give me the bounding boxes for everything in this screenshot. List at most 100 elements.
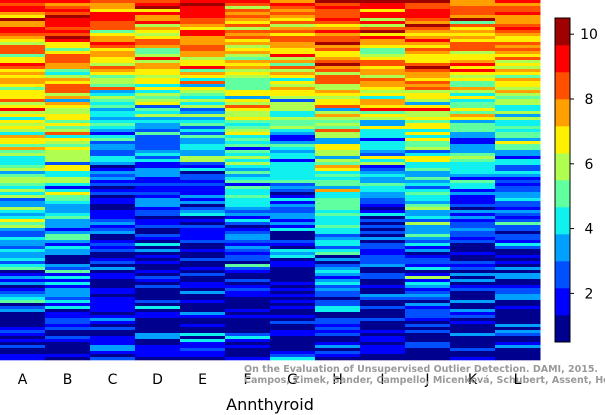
heatmap-cell bbox=[495, 297, 541, 301]
heatmap-cell bbox=[90, 12, 136, 16]
heatmap-cell bbox=[495, 174, 541, 178]
heatmap-cell bbox=[225, 78, 271, 82]
heatmap-cell bbox=[180, 276, 226, 280]
heatmap-cell bbox=[0, 261, 46, 265]
heatmap-cell bbox=[405, 150, 451, 154]
heatmap-cell bbox=[180, 342, 226, 346]
heatmap-cell bbox=[90, 117, 136, 121]
heatmap-cell bbox=[315, 12, 361, 16]
heatmap-cell bbox=[225, 339, 271, 343]
heatmap-cell bbox=[0, 354, 46, 358]
heatmap-cell bbox=[45, 168, 91, 172]
heatmap-cell bbox=[0, 132, 46, 136]
heatmap-cell bbox=[405, 306, 451, 310]
heatmap-cell bbox=[405, 0, 451, 4]
heatmap-cell bbox=[315, 246, 361, 250]
heatmap-cell bbox=[450, 21, 496, 25]
heatmap-cell bbox=[495, 357, 541, 361]
heatmap-cell bbox=[225, 225, 271, 229]
heatmap-cell bbox=[180, 156, 226, 160]
x-tick-label-I: I bbox=[380, 372, 384, 388]
heatmap-cell bbox=[405, 72, 451, 76]
heatmap-cell bbox=[405, 90, 451, 94]
heatmap-cell bbox=[45, 267, 91, 271]
heatmap-cell bbox=[90, 150, 136, 154]
heatmap-cell bbox=[225, 327, 271, 331]
heatmap-cell bbox=[495, 258, 541, 262]
heatmap-cell bbox=[180, 252, 226, 256]
heatmap-cell bbox=[90, 330, 136, 334]
heatmap-cell bbox=[45, 30, 91, 34]
heatmap-cell bbox=[450, 57, 496, 61]
heatmap-cell bbox=[135, 60, 181, 64]
heatmap-cell bbox=[0, 93, 46, 97]
colorbar-tick-label: 6 bbox=[585, 157, 594, 173]
heatmap-cell bbox=[45, 195, 91, 199]
heatmap-cell bbox=[225, 273, 271, 277]
heatmap-cell bbox=[315, 84, 361, 88]
heatmap-cell bbox=[450, 246, 496, 250]
heatmap-cell bbox=[450, 288, 496, 292]
heatmap-cell bbox=[405, 93, 451, 97]
heatmap-cell bbox=[405, 255, 451, 259]
heatmap-cell bbox=[225, 231, 271, 235]
heatmap-cell bbox=[495, 147, 541, 151]
heatmap-cell bbox=[225, 72, 271, 76]
heatmap-cell bbox=[405, 309, 451, 313]
heatmap-cell bbox=[90, 9, 136, 13]
heatmap-cell bbox=[90, 123, 136, 127]
heatmap-cell bbox=[180, 81, 226, 85]
heatmap-cell bbox=[0, 267, 46, 271]
heatmap-cell bbox=[0, 300, 46, 304]
heatmap-cell bbox=[495, 129, 541, 133]
heatmap-cell bbox=[270, 51, 316, 55]
heatmap-cell bbox=[90, 156, 136, 160]
heatmap-cell bbox=[315, 147, 361, 151]
heatmap-cell bbox=[270, 213, 316, 217]
heatmap-cell bbox=[180, 54, 226, 58]
heatmap-cell bbox=[360, 87, 406, 91]
heatmap-cell bbox=[0, 288, 46, 292]
heatmap-column-I bbox=[360, 0, 406, 361]
heatmap-cell bbox=[360, 249, 406, 253]
heatmap-cell bbox=[450, 15, 496, 19]
heatmap-cell bbox=[405, 102, 451, 106]
heatmap-cell bbox=[450, 273, 496, 277]
heatmap-cell bbox=[225, 132, 271, 136]
heatmap-cell bbox=[135, 114, 181, 118]
heatmap-cell bbox=[405, 135, 451, 139]
heatmap-cell bbox=[135, 348, 181, 352]
heatmap-column-C bbox=[90, 0, 136, 361]
heatmap-cell bbox=[270, 189, 316, 193]
heatmap-cell bbox=[90, 252, 136, 256]
heatmap-cell bbox=[0, 141, 46, 145]
heatmap-cell bbox=[450, 147, 496, 151]
heatmap-cell bbox=[270, 336, 316, 340]
heatmap-cell bbox=[450, 66, 496, 70]
heatmap-cell bbox=[90, 237, 136, 241]
heatmap-cell bbox=[360, 159, 406, 163]
heatmap-cell bbox=[225, 81, 271, 85]
heatmap-cell bbox=[45, 111, 91, 115]
heatmap-cell bbox=[225, 57, 271, 61]
heatmap-cell bbox=[360, 60, 406, 64]
heatmap-cell bbox=[0, 48, 46, 52]
heatmap-cell bbox=[495, 285, 541, 289]
heatmap-cell bbox=[0, 60, 46, 64]
heatmap-cell bbox=[180, 234, 226, 238]
heatmap-cell bbox=[135, 213, 181, 217]
heatmap-cell bbox=[495, 9, 541, 13]
heatmap-cell bbox=[180, 33, 226, 37]
heatmap-cell bbox=[405, 21, 451, 25]
heatmap-cell bbox=[270, 183, 316, 187]
heatmap-cell bbox=[90, 306, 136, 310]
heatmap-cell bbox=[360, 42, 406, 46]
heatmap-cell bbox=[315, 324, 361, 328]
heatmap-cell bbox=[0, 117, 46, 121]
heatmap-cell bbox=[135, 324, 181, 328]
heatmap-cell bbox=[450, 102, 496, 106]
heatmap-cell bbox=[315, 45, 361, 49]
heatmap-cell bbox=[45, 48, 91, 52]
heatmap-cell bbox=[270, 231, 316, 235]
heatmap-cell bbox=[270, 99, 316, 103]
